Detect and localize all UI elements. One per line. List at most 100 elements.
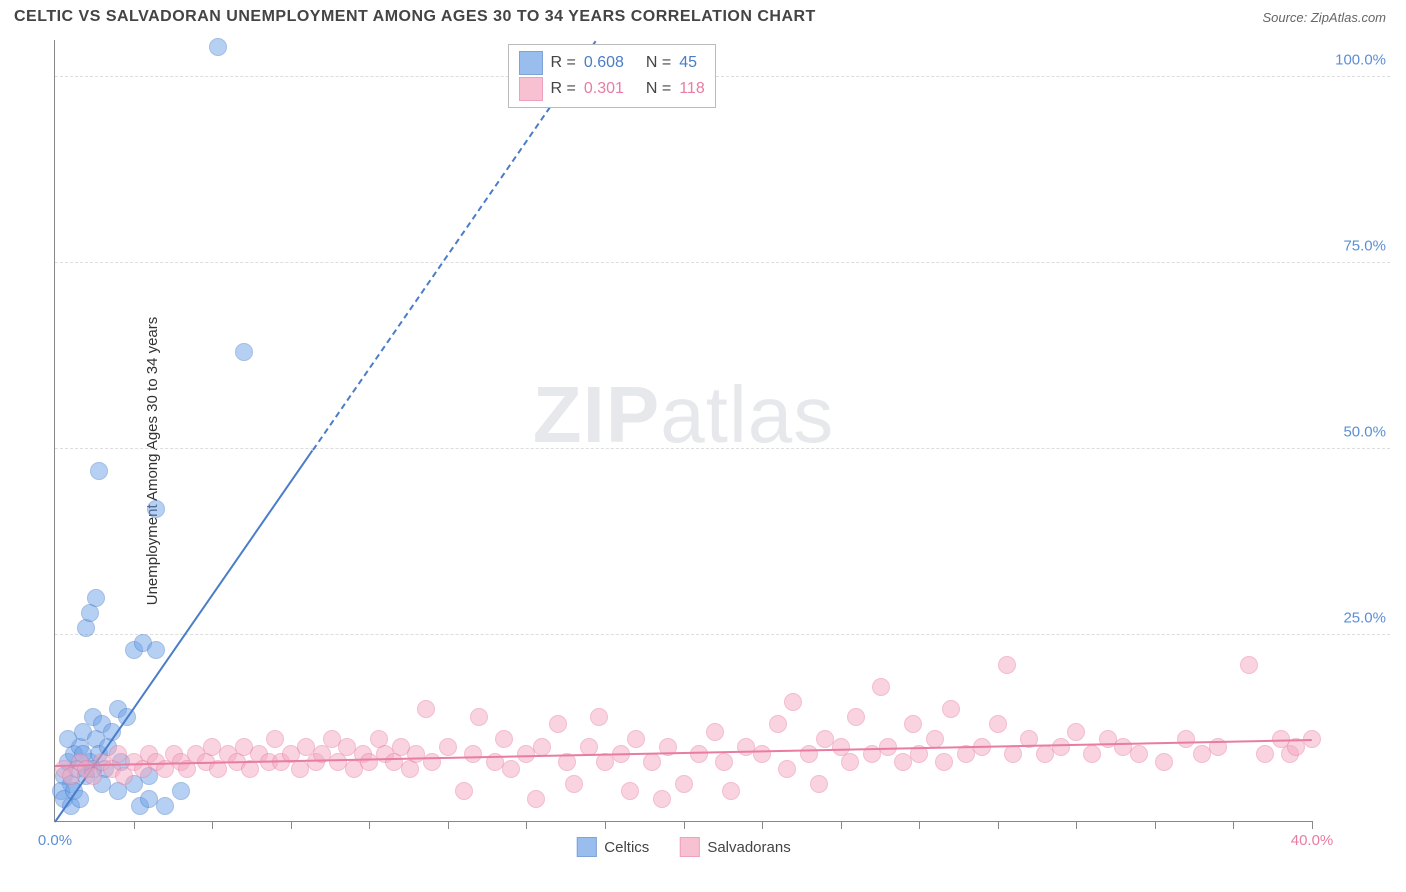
data-point <box>872 678 890 696</box>
series-legend: Celtics Salvadorans <box>576 837 790 857</box>
y-tick-label: 75.0% <box>1343 238 1386 255</box>
data-point <box>706 723 724 741</box>
data-point <box>904 715 922 733</box>
x-tick <box>841 821 842 829</box>
x-tick <box>1312 821 1313 829</box>
y-tick-label: 50.0% <box>1343 424 1386 441</box>
data-point <box>715 753 733 771</box>
watermark-rest: atlas <box>660 370 834 459</box>
correlation-legend: R = 0.608 N = 45 R = 0.301 N = 118 <box>508 44 716 108</box>
data-point <box>998 656 1016 674</box>
x-tick <box>684 821 685 829</box>
x-tick <box>291 821 292 829</box>
data-point <box>209 38 227 56</box>
y-tick-label: 100.0% <box>1335 52 1386 69</box>
data-point <box>847 708 865 726</box>
legend-n-value: 118 <box>679 80 705 98</box>
data-point <box>1155 753 1173 771</box>
data-point <box>495 730 513 748</box>
legend-label: Salvadorans <box>707 839 790 856</box>
x-tick <box>212 821 213 829</box>
data-point <box>172 782 190 800</box>
data-point <box>147 500 165 518</box>
legend-swatch <box>519 77 543 101</box>
data-point <box>423 753 441 771</box>
source-attribution: Source: ZipAtlas.com <box>1262 10 1386 25</box>
legend-n-value: 45 <box>679 54 697 72</box>
data-point <box>784 693 802 711</box>
legend-r-value: 0.301 <box>584 80 638 98</box>
data-point <box>778 760 796 778</box>
x-tick <box>1233 821 1234 829</box>
data-point <box>1083 745 1101 763</box>
data-point <box>800 745 818 763</box>
legend-r-value: 0.608 <box>584 54 638 72</box>
legend-n-label: N = <box>646 80 671 98</box>
x-tick <box>998 821 999 829</box>
data-point <box>417 700 435 718</box>
data-point <box>643 753 661 771</box>
gridline <box>55 634 1390 635</box>
data-point <box>156 797 174 815</box>
data-point <box>1130 745 1148 763</box>
chart-title: CELTIC VS SALVADORAN UNEMPLOYMENT AMONG … <box>14 8 816 26</box>
x-tick <box>526 821 527 829</box>
legend-row: R = 0.301 N = 118 <box>519 77 705 101</box>
data-point <box>590 708 608 726</box>
watermark: ZIPatlas <box>533 369 834 461</box>
data-point <box>549 715 567 733</box>
data-point <box>59 730 77 748</box>
data-point <box>565 775 583 793</box>
data-point <box>935 753 953 771</box>
legend-r-label: R = <box>551 80 576 98</box>
legend-row: R =0.608N =45 <box>519 51 705 75</box>
data-point <box>653 790 671 808</box>
data-point <box>627 730 645 748</box>
x-tick <box>369 821 370 829</box>
data-point <box>841 753 859 771</box>
data-point <box>266 730 284 748</box>
x-tick <box>448 821 449 829</box>
chart-container: Unemployment Among Ages 30 to 34 years Z… <box>14 40 1392 882</box>
data-point <box>675 775 693 793</box>
data-point <box>690 745 708 763</box>
data-point <box>502 760 520 778</box>
data-point <box>235 343 253 361</box>
x-tick <box>1076 821 1077 829</box>
data-point <box>926 730 944 748</box>
legend-swatch <box>679 837 699 857</box>
legend-r-label: R = <box>551 54 576 72</box>
data-point <box>1004 745 1022 763</box>
watermark-bold: ZIP <box>533 370 660 459</box>
x-tick-label: 0.0% <box>38 832 72 849</box>
data-point <box>769 715 787 733</box>
data-point <box>621 782 639 800</box>
x-tick <box>605 821 606 829</box>
gridline <box>55 262 1390 263</box>
y-tick-label: 25.0% <box>1343 610 1386 627</box>
data-point <box>722 782 740 800</box>
x-tick <box>919 821 920 829</box>
data-point <box>464 745 482 763</box>
legend-item: Celtics <box>576 837 649 857</box>
data-point <box>87 589 105 607</box>
data-point <box>1067 723 1085 741</box>
x-tick <box>134 821 135 829</box>
data-point <box>810 775 828 793</box>
data-point <box>147 641 165 659</box>
legend-swatch <box>576 837 596 857</box>
data-point <box>455 782 473 800</box>
x-tick <box>1155 821 1156 829</box>
data-point <box>140 790 158 808</box>
gridline <box>55 76 1390 77</box>
legend-swatch <box>519 51 543 75</box>
data-point <box>1256 745 1274 763</box>
data-point <box>533 738 551 756</box>
data-point <box>1240 656 1258 674</box>
plot-area: ZIPatlas R =0.608N =45R =0.301N =118 Cel… <box>54 40 1312 822</box>
legend-label: Celtics <box>604 839 649 856</box>
data-point <box>439 738 457 756</box>
data-point <box>527 790 545 808</box>
legend-item: Salvadorans <box>679 837 790 857</box>
gridline <box>55 448 1390 449</box>
